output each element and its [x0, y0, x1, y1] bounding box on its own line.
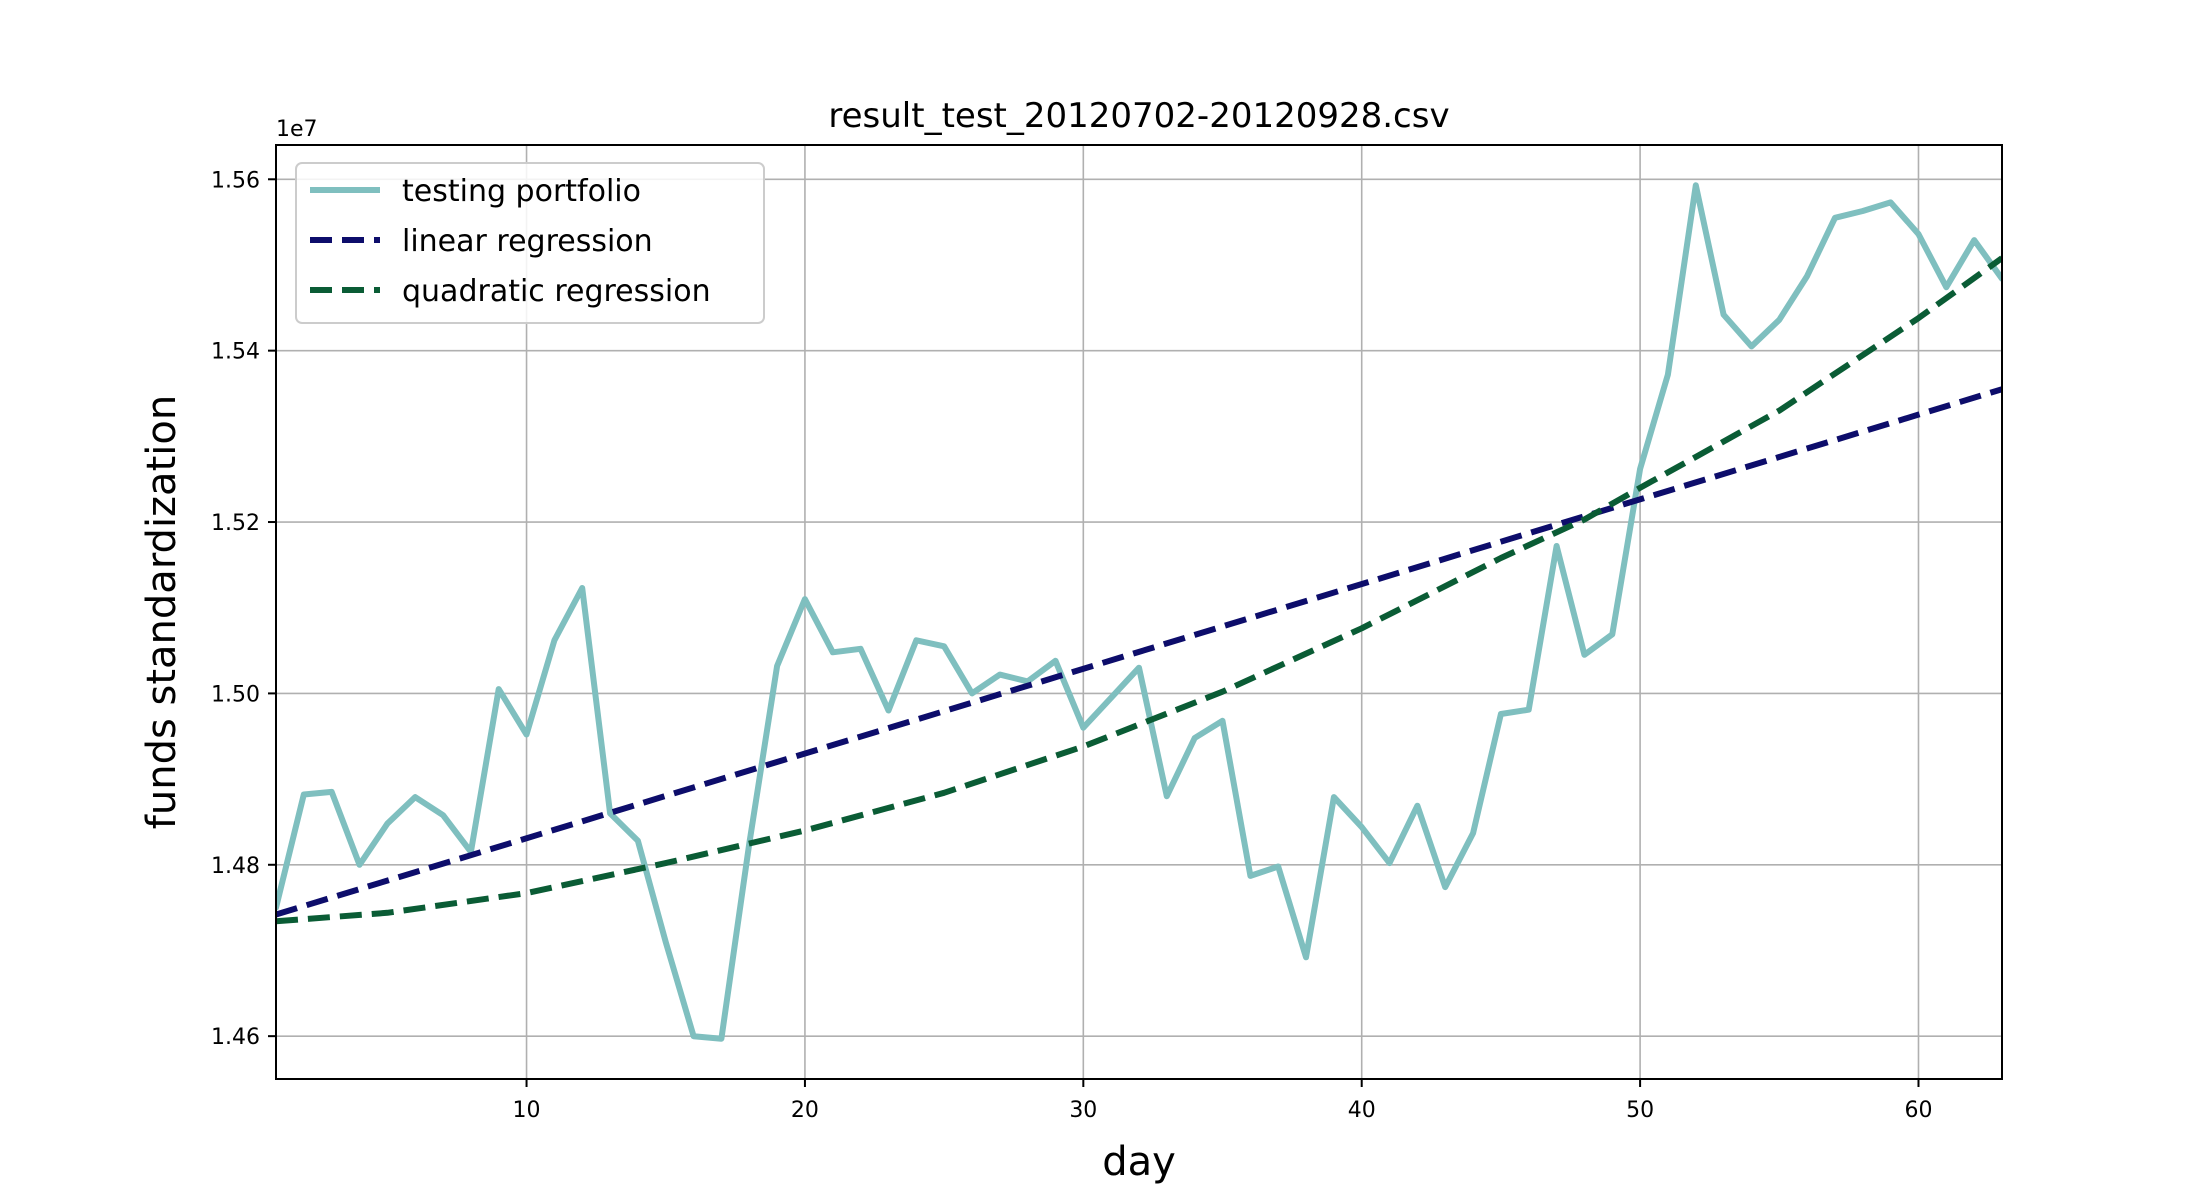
y-tick-label: 1.52 — [211, 511, 260, 536]
y-axis-title: funds standardization — [139, 395, 185, 829]
plot-area — [276, 182, 2002, 1042]
x-tick-label: 20 — [791, 1098, 819, 1123]
x-axis: 10 20 30 40 50 60 — [513, 1079, 1932, 1123]
linear-regression-line — [276, 386, 2002, 918]
legend-label-linear-regression: linear regression — [402, 224, 653, 259]
quadratic-regression-line — [276, 255, 2002, 925]
y-tick-label: 1.54 — [211, 340, 260, 365]
y-axis-offset-label: 1e7 — [276, 117, 318, 142]
x-tick-label: 10 — [513, 1098, 541, 1123]
legend-box — [295, 162, 765, 324]
y-tick-label: 1.46 — [211, 1025, 260, 1050]
legend-label-quadratic-regression: quadratic regression — [402, 274, 711, 309]
x-tick-label: 30 — [1069, 1098, 1097, 1123]
grid — [276, 145, 2002, 1079]
testing-portfolio-line — [276, 182, 2002, 1042]
legend-label-testing-portfolio: testing portfolio — [402, 174, 641, 209]
y-tick-label: 1.50 — [211, 682, 260, 707]
legend: testing portfolio linear regression quad… — [295, 162, 765, 324]
y-axis: 1.46 1.48 1.50 1.52 1.54 1.56 — [211, 168, 276, 1050]
y-tick-label: 1.48 — [211, 854, 260, 879]
x-tick-label: 50 — [1626, 1098, 1654, 1123]
chart-title: result_test_20120702-20120928.csv — [828, 96, 1449, 136]
x-tick-label: 40 — [1348, 1098, 1376, 1123]
x-tick-label: 60 — [1904, 1098, 1932, 1123]
plot-frame — [275, 144, 2003, 1080]
series-layer — [276, 182, 2002, 1042]
x-axis-title: day — [1102, 1139, 1176, 1185]
y-tick-label: 1.56 — [211, 168, 260, 193]
